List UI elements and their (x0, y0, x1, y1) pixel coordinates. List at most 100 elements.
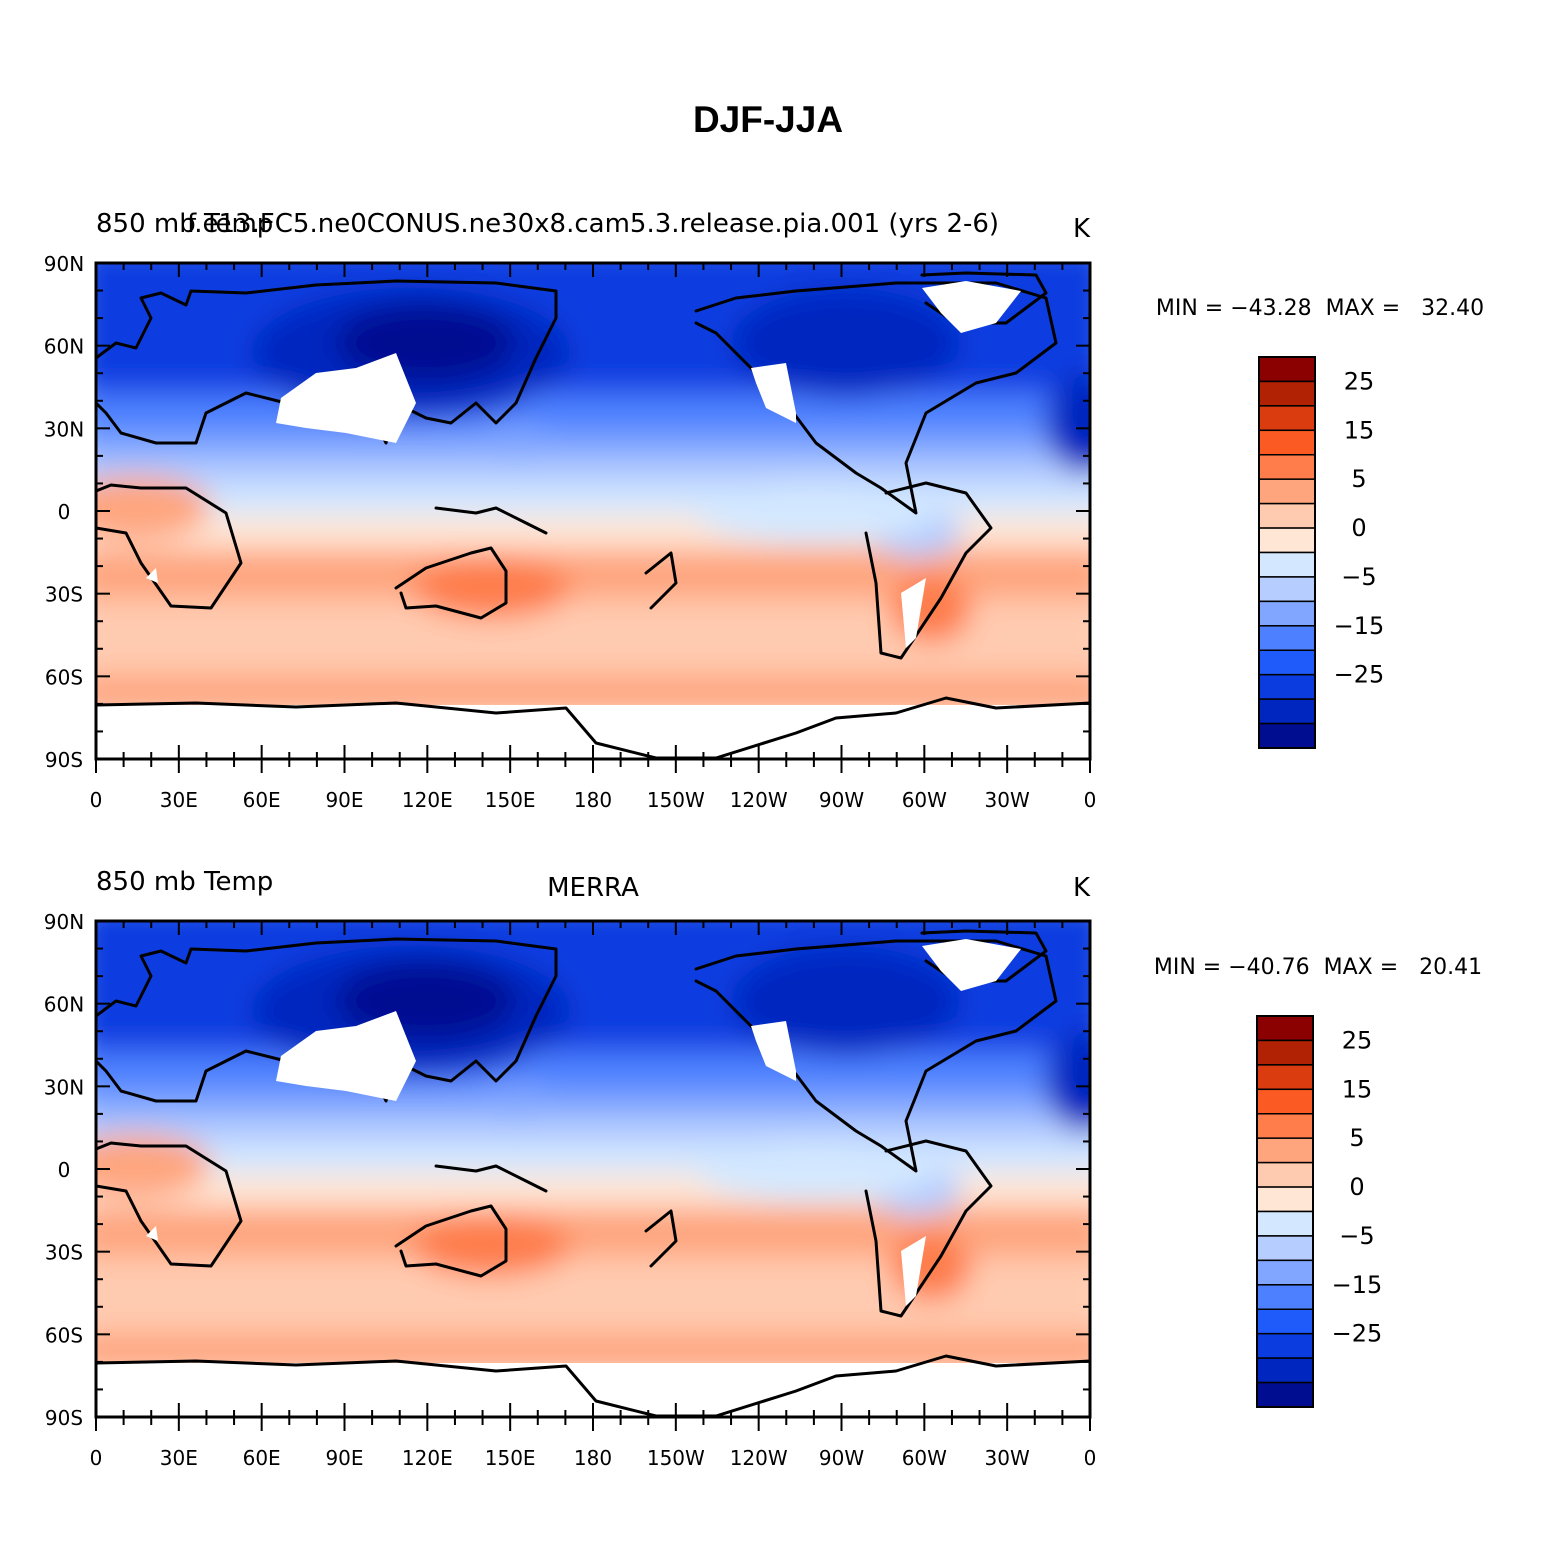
colorbar-swatch (1258, 527, 1316, 554)
colorbar-swatch (1258, 625, 1316, 651)
colorbar-swatch (1258, 380, 1316, 407)
lon-tick-label: 180 (574, 788, 612, 812)
colorbar-label: 25 (1342, 1026, 1373, 1054)
panel-left-title: 850 mb Temp (96, 867, 273, 897)
lat-tick-label: 60S (45, 1323, 83, 1347)
colorbar-frame (1258, 356, 1316, 749)
colorbar-swatch (1258, 698, 1316, 725)
panel-stats: MIN = −40.76 MAX = 20.41 (1154, 955, 1482, 980)
lon-tick-label: 150E (485, 788, 536, 812)
colorbar-label: 5 (1351, 465, 1366, 493)
lat-tick-label: 90N (44, 252, 84, 276)
colorbar-frame (1256, 1015, 1314, 1408)
colorbar-swatch (1256, 1186, 1314, 1213)
lat-tick-label: 60N (44, 993, 84, 1017)
lon-tick-label: 120E (402, 788, 453, 812)
lon-tick-label: 150W (647, 788, 705, 812)
lon-tick-label: 60W (902, 788, 947, 812)
colorbar-label: 15 (1342, 1075, 1373, 1103)
lon-tick-label: 0 (1084, 788, 1097, 812)
lat-tick-label: 60S (45, 665, 83, 689)
lat-tick-label: 30S (45, 583, 83, 607)
lat-tick-label: 90S (45, 1406, 83, 1430)
colorbar-swatch (1256, 1357, 1314, 1384)
panel-center-title: MERRA (547, 873, 639, 903)
colorbar-swatch (1258, 502, 1316, 529)
colorbar-swatch (1258, 405, 1316, 432)
colorbar-swatch (1258, 454, 1316, 480)
colorbar-swatch (1258, 673, 1316, 700)
lon-tick-label: 90W (819, 788, 864, 812)
lon-tick-label: 60E (243, 788, 281, 812)
colorbar-model: 25 15 5 0 −5 −15 −25 (1258, 356, 1385, 749)
colorbar-label: −5 (1339, 1222, 1374, 1250)
lat-tick-label: 60N (44, 335, 84, 359)
lat-tick-label: 0 (58, 1158, 71, 1182)
lon-tick-label: 0 (1084, 1446, 1097, 1470)
colorbar-label: −15 (1332, 1271, 1383, 1299)
colorbar-swatch (1256, 1064, 1314, 1091)
lon-tick-label: 60E (243, 1446, 281, 1470)
lat-tick-label: 90S (45, 748, 83, 772)
lat-tick-label: 30N (44, 417, 84, 441)
colorbar-label: −25 (1332, 1320, 1383, 1348)
panel-units: K (1073, 873, 1091, 903)
colorbar-merra: 25 15 5 0 −5 −15 −25 (1256, 1015, 1383, 1408)
lon-tick-label: 30E (160, 788, 198, 812)
lon-tick-label: 150W (647, 1446, 705, 1470)
lon-tick-label: 120E (402, 1446, 453, 1470)
lon-tick-label: 150E (485, 1446, 536, 1470)
colorbar-swatch (1256, 1332, 1314, 1359)
colorbar-swatch (1258, 478, 1316, 505)
colorbar-swatch (1256, 1039, 1314, 1066)
colorbar-swatch (1256, 1235, 1314, 1262)
lon-tick-label: 30E (160, 1446, 198, 1470)
panel-center-title: f.e13.FC5.ne0CONUS.ne30x8.cam5.3.release… (187, 209, 999, 239)
colorbar-swatch (1258, 600, 1316, 627)
lon-tick-label: 90E (325, 788, 363, 812)
lat-tick-label: 30S (45, 1241, 83, 1265)
lon-tick-label: 30W (985, 788, 1030, 812)
lon-tick-label: 0 (90, 788, 103, 812)
lon-tick-label: 180 (574, 1446, 612, 1470)
colorbar-label: 5 (1349, 1124, 1364, 1152)
colorbar-swatch (1258, 429, 1316, 456)
colorbar-label: −25 (1334, 661, 1385, 689)
colorbar-swatch (1256, 1210, 1314, 1237)
colorbar-swatch (1256, 1088, 1314, 1115)
map-field (96, 263, 1090, 759)
colorbar-label: 15 (1344, 416, 1375, 444)
colorbar-label: −5 (1341, 563, 1376, 591)
lon-tick-label: 0 (90, 1446, 103, 1470)
lon-tick-label: 120W (730, 788, 788, 812)
colorbar-label: 0 (1349, 1173, 1364, 1201)
lon-tick-label: 90W (819, 1446, 864, 1470)
lon-tick-label: 30W (985, 1446, 1030, 1470)
colorbar-swatch (1256, 1015, 1314, 1042)
lat-tick-label: 30N (44, 1075, 84, 1099)
panel-left-title: 850 mb Temp (96, 209, 273, 239)
colorbar-swatch (1258, 356, 1316, 383)
map-panel-model: 850 mb Temp f.e13.FC5.ne0CONUS.ne30x8.ca… (44, 209, 1484, 812)
panel-stats: MIN = −43.28 MAX = 32.40 (1156, 296, 1484, 321)
map-field (96, 921, 1090, 1417)
colorbar-swatch (1258, 722, 1316, 749)
colorbar-label: −15 (1334, 612, 1385, 640)
colorbar-swatch (1256, 1137, 1314, 1164)
colorbar-swatch (1256, 1161, 1314, 1188)
colorbar-swatch (1258, 551, 1316, 578)
lat-tick-label: 90N (44, 910, 84, 934)
colorbar-swatch (1256, 1113, 1314, 1139)
map-panel-merra: 850 mb Temp MERRA K MIN = −40.76 MAX = 2… (44, 867, 1482, 1470)
lon-tick-label: 120W (730, 1446, 788, 1470)
lon-tick-label: 60W (902, 1446, 947, 1470)
lon-tick-label: 90E (325, 1446, 363, 1470)
figure-title: DJF-JJA (693, 99, 843, 140)
colorbar-swatch (1256, 1381, 1314, 1408)
colorbar-swatch (1258, 649, 1316, 676)
panel-units: K (1073, 214, 1091, 244)
colorbar-swatch (1256, 1259, 1314, 1286)
colorbar-label: 25 (1344, 367, 1375, 395)
colorbar-swatch (1256, 1308, 1314, 1335)
